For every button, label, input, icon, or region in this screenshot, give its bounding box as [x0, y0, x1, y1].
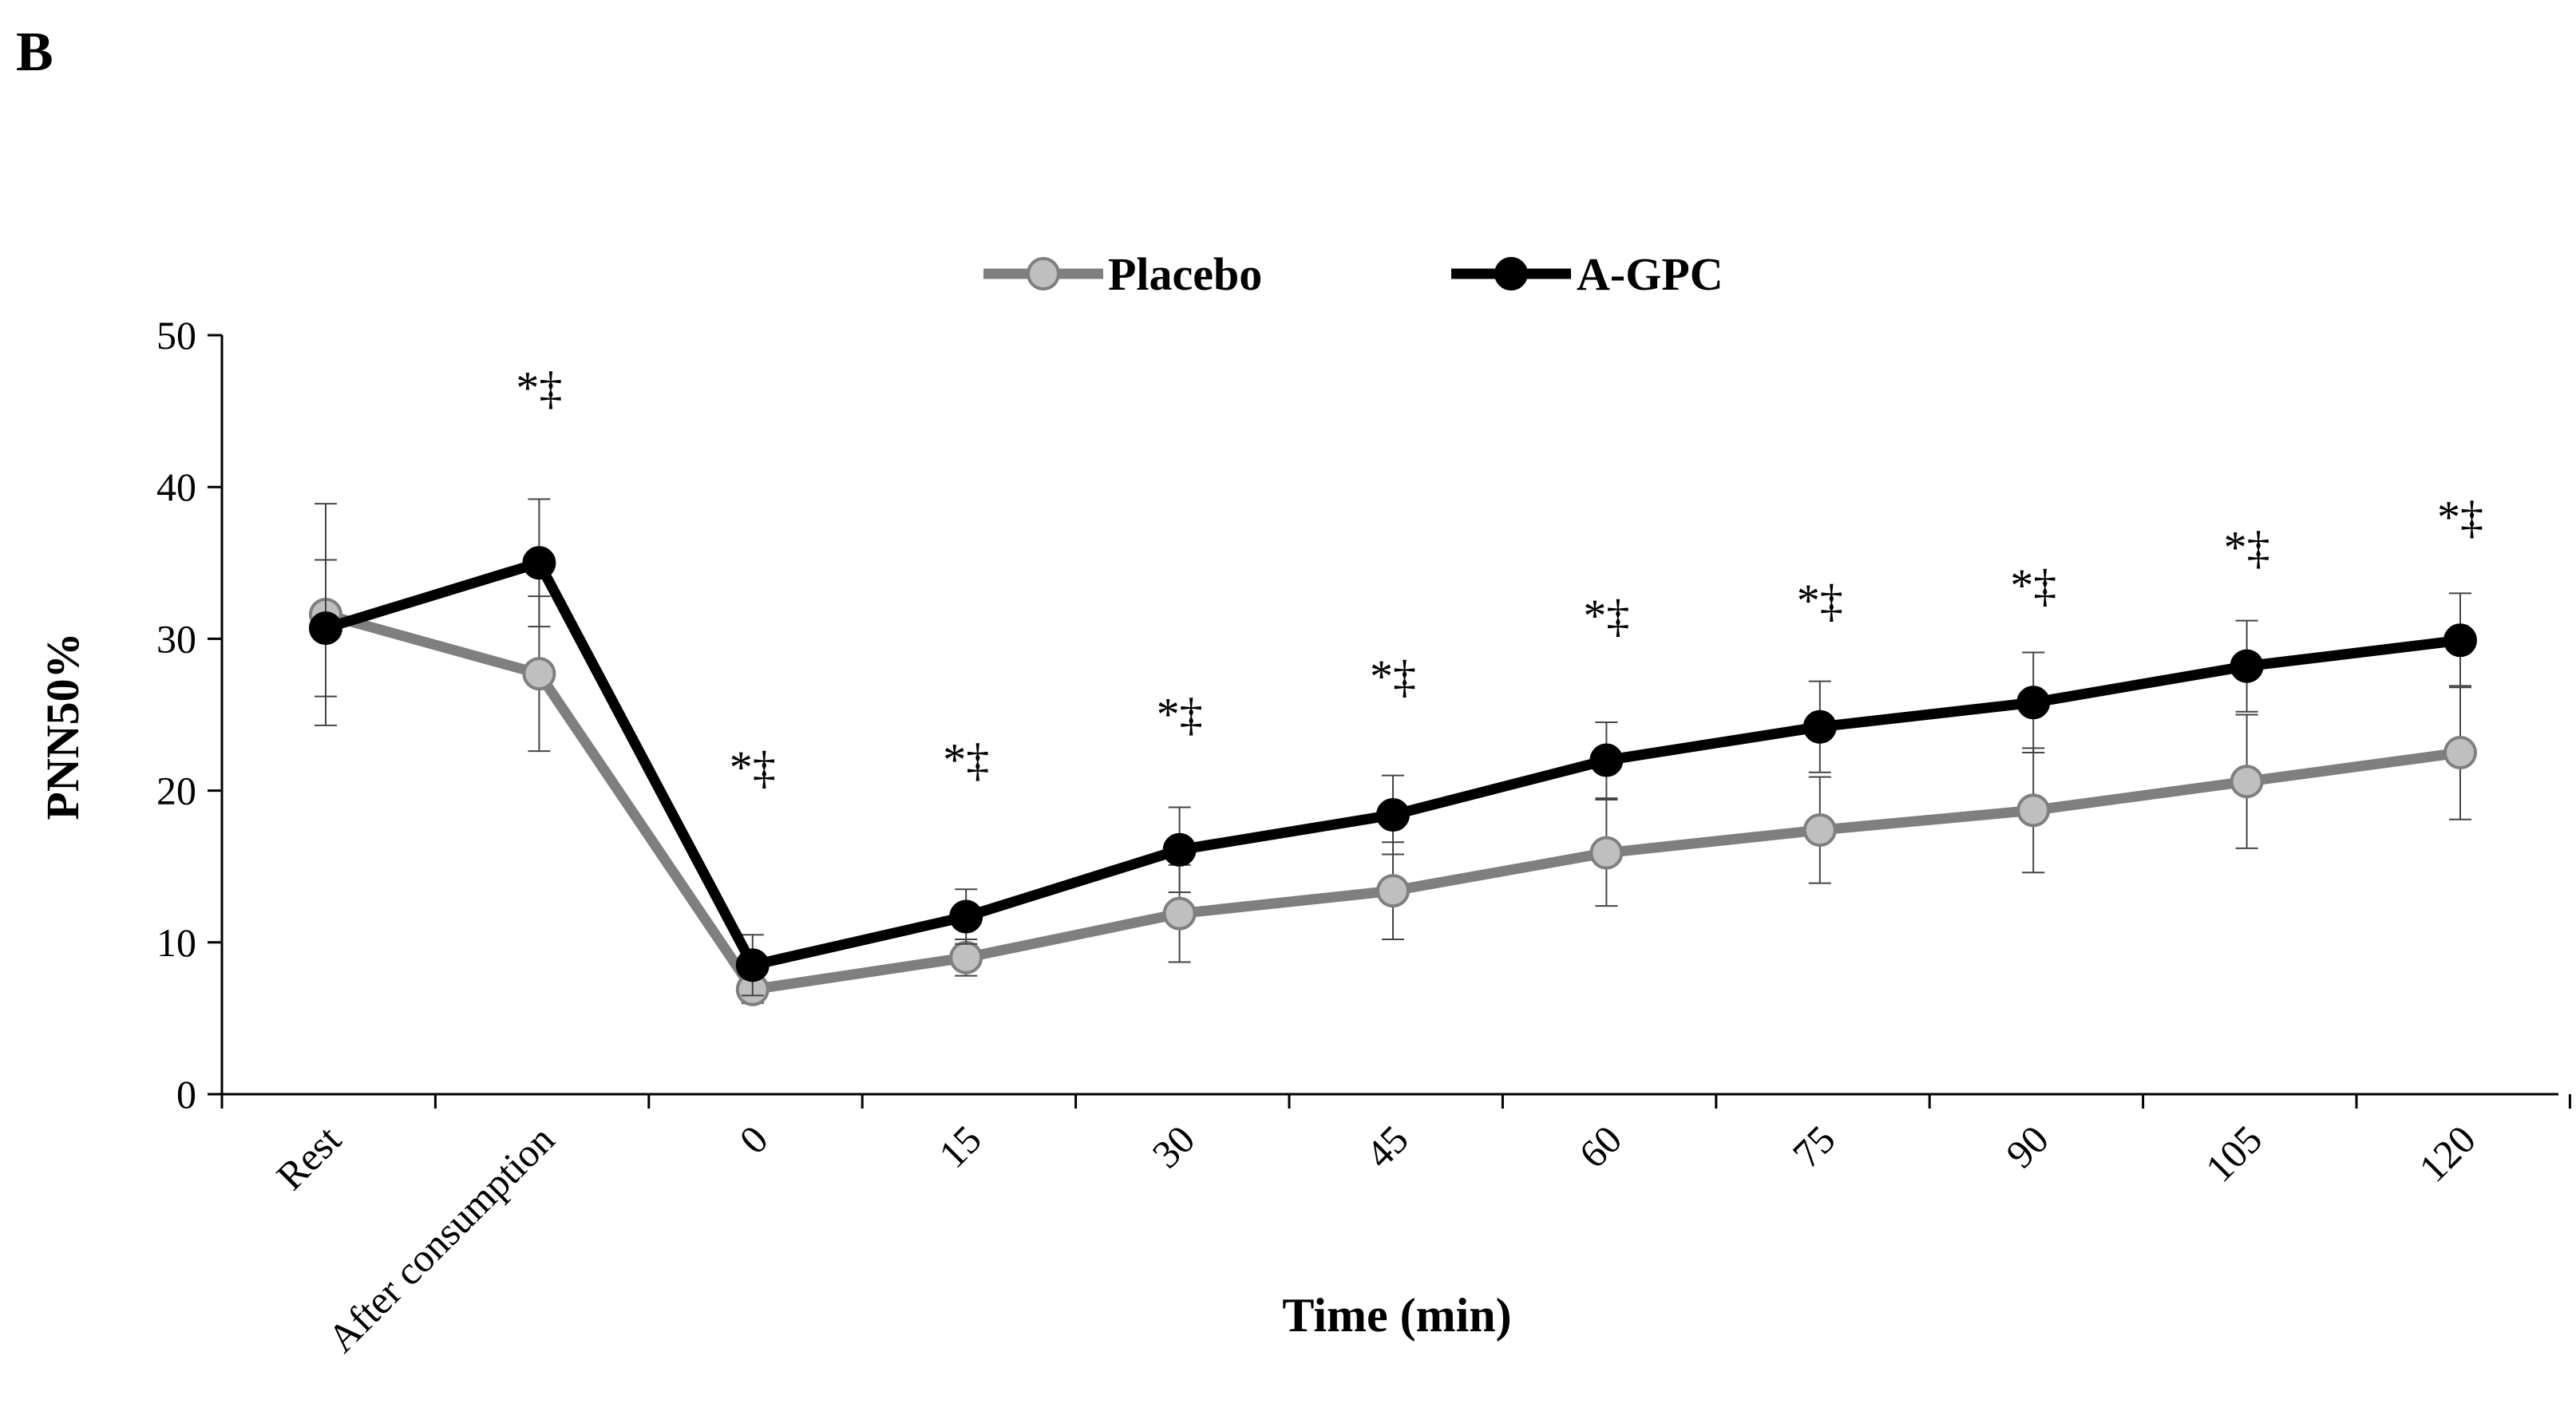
significance-marker: *‡	[730, 741, 776, 793]
x-axis-title: Time (min)	[1282, 1289, 1511, 1342]
a-gpc-point	[949, 899, 983, 934]
y-tick-label: 10	[156, 920, 196, 965]
y-tick-label: 50	[156, 313, 196, 358]
panel-label: B	[16, 22, 53, 83]
x-tick-label: 15	[930, 1117, 990, 1176]
placebo-point	[949, 940, 983, 974]
a-gpc-point	[2016, 686, 2051, 720]
placebo-point	[2230, 765, 2264, 799]
a-gpc-point	[1376, 798, 1410, 832]
legend: Placebo A-GPC	[983, 248, 1723, 300]
placebo-point	[1802, 813, 1837, 848]
significance-marker: *‡	[2437, 491, 2483, 543]
y-tick-label: 40	[156, 464, 196, 509]
significance-marker: *‡	[1797, 575, 1843, 627]
legend-item-placebo: Placebo	[983, 248, 1262, 300]
significance-marker: *‡	[2224, 521, 2270, 573]
legend-label: Placebo	[1108, 248, 1262, 300]
y-tick-label: 30	[156, 616, 196, 661]
significance-marker: *‡	[2010, 559, 2056, 611]
x-tick-label: After consumption	[319, 1117, 563, 1361]
a-gpc-point	[735, 948, 770, 982]
legend-label: A-GPC	[1577, 248, 1723, 300]
significance-marker: *‡	[943, 734, 989, 786]
placebo-point	[1162, 896, 1197, 931]
a-gpc-point	[2230, 649, 2264, 683]
significance-marker: *‡	[1583, 590, 1629, 642]
a-gpc-point	[309, 611, 342, 646]
placebo-point	[522, 657, 556, 691]
placebo-point	[1589, 836, 1624, 870]
series-a-gpc	[309, 498, 2477, 997]
x-tick-label: Rest	[267, 1117, 350, 1199]
plot-area: *‡ *‡ *‡ *‡ *‡ *‡ *‡ *‡ *‡ *‡	[309, 362, 2483, 1006]
a-gpc-point	[1802, 710, 1837, 744]
legend-item-a-gpc: A-GPC	[1451, 248, 1723, 300]
placebo-point	[2016, 793, 2051, 828]
x-tick-label: 90	[1997, 1117, 2057, 1176]
placebo-point	[1376, 874, 1410, 908]
significance-marker: *‡	[1370, 650, 1416, 702]
x-tick-label: 0	[730, 1117, 776, 1162]
x-tick-label: 75	[1784, 1117, 1844, 1176]
x-tick-label: 30	[1143, 1117, 1203, 1176]
significance-marker: *‡	[1157, 689, 1203, 741]
y-axis-title: PNN50%	[37, 632, 89, 820]
x-tick-label: 120	[2410, 1117, 2484, 1191]
a-gpc-point	[522, 546, 556, 580]
legend-swatch-marker	[1494, 257, 1528, 291]
x-tick-label: 45	[1357, 1117, 1417, 1176]
x-tick-label: 60	[1570, 1117, 1630, 1176]
y-tick-label: 20	[156, 769, 196, 813]
a-gpc-point	[2443, 623, 2477, 658]
placebo-point	[2443, 736, 2477, 770]
legend-swatch-marker	[1027, 257, 1060, 291]
a-gpc-point	[1162, 832, 1197, 867]
x-tick-label: 105	[2197, 1117, 2271, 1191]
a-gpc-point	[1589, 743, 1624, 777]
y-tick-label: 0	[176, 1072, 196, 1117]
significance-marker: *‡	[516, 362, 562, 414]
